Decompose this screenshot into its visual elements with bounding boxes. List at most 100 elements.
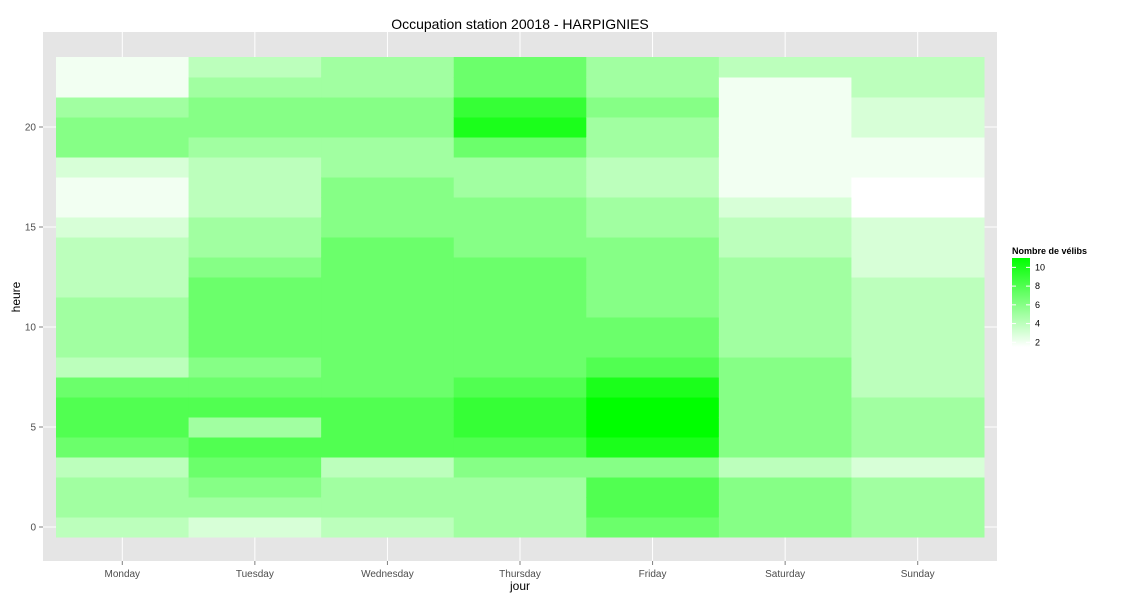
heatmap-tile — [453, 377, 587, 398]
heatmap-tile — [718, 97, 852, 118]
heatmap-tile — [56, 117, 190, 138]
heatmap-tile — [453, 177, 587, 198]
heatmap-tile — [453, 117, 587, 138]
heatmap-tile — [321, 177, 455, 198]
heatmap-tile — [321, 217, 455, 238]
heatmap-tile — [188, 57, 322, 78]
heatmap-tile — [321, 397, 455, 418]
x-tick-label: Saturday — [765, 569, 805, 580]
heatmap-tile — [586, 137, 720, 158]
heatmap-tile — [321, 277, 455, 298]
heatmap-tile — [321, 457, 455, 478]
heatmap-tile — [586, 117, 720, 138]
heatmap-tile — [453, 217, 587, 238]
heatmap-tile — [188, 297, 322, 318]
heatmap-tile — [56, 357, 190, 378]
heatmap-tile — [718, 397, 852, 418]
x-axis-title: jour — [509, 579, 530, 593]
heatmap-tile — [453, 297, 587, 318]
heatmap-tile — [586, 377, 720, 398]
heatmap-tile — [56, 457, 190, 478]
legend-ticks: 2 4 6 8 10 — [1012, 262, 1045, 347]
x-tick-label: Monday — [104, 569, 140, 580]
heatmap-tile — [321, 257, 455, 278]
heatmap-tile — [56, 57, 190, 78]
x-tick-label: Friday — [639, 569, 667, 580]
heatmap-tile — [718, 217, 852, 238]
heatmap-tile — [586, 257, 720, 278]
heatmap-tile — [851, 377, 985, 398]
heatmap-tile — [851, 177, 985, 198]
heatmap-tile — [188, 377, 322, 398]
heatmap-tile — [586, 297, 720, 318]
heatmap-tile — [718, 137, 852, 158]
heatmap-tile — [586, 97, 720, 118]
heatmap-tile — [851, 297, 985, 318]
heatmap-tile — [453, 197, 587, 218]
heatmap-tile — [851, 257, 985, 278]
heatmap-tile — [188, 117, 322, 138]
heatmap-tile — [56, 377, 190, 398]
heatmap-tile — [851, 197, 985, 218]
heatmap-tile — [321, 377, 455, 398]
heatmap-tile — [586, 417, 720, 438]
heatmap-tile — [586, 337, 720, 358]
legend-colorbar — [1012, 258, 1030, 347]
heatmap-tile — [851, 417, 985, 438]
heatmap-tile — [718, 497, 852, 518]
legend-tick-label: 6 — [1035, 300, 1040, 310]
heatmap-tile — [56, 277, 190, 298]
heatmap-tile — [718, 197, 852, 218]
heatmap-tile — [718, 477, 852, 498]
heatmap-tile — [586, 217, 720, 238]
heatmap-tile — [586, 437, 720, 458]
heatmap-tile — [718, 457, 852, 478]
heatmap-tile — [188, 477, 322, 498]
heatmap-tile — [188, 197, 322, 218]
heatmap-tile — [718, 257, 852, 278]
heatmap-tile — [851, 437, 985, 458]
y-axis-title: heure — [9, 281, 23, 312]
heatmap-tile — [851, 497, 985, 518]
heatmap-tile — [453, 97, 587, 118]
heatmap-tile — [453, 277, 587, 298]
heatmap-tile — [56, 417, 190, 438]
heatmap-tile — [56, 517, 190, 538]
y-tick-label: 5 — [30, 423, 36, 434]
legend-tick-label: 4 — [1035, 319, 1040, 329]
heatmap-tile — [321, 337, 455, 358]
heatmap-tile — [718, 357, 852, 378]
heatmap-tile — [188, 497, 322, 518]
legend-tick-label: 2 — [1035, 337, 1040, 347]
heatmap-tile — [188, 277, 322, 298]
heatmap-tile — [718, 277, 852, 298]
heatmap-tile — [56, 237, 190, 258]
heatmap-tile — [586, 57, 720, 78]
heatmap-tile — [321, 497, 455, 518]
heatmap-tile — [586, 277, 720, 298]
heatmap-tile — [188, 517, 322, 538]
heatmap-tile — [56, 257, 190, 278]
heatmap-tile — [188, 237, 322, 258]
x-tick-label: Thursday — [499, 569, 541, 580]
heatmap-tile — [453, 257, 587, 278]
heatmap-tile — [188, 437, 322, 458]
heatmap-tile — [851, 357, 985, 378]
heatmap-tile — [321, 417, 455, 438]
heatmap-tile — [188, 257, 322, 278]
heatmap-tile — [851, 517, 985, 538]
heatmap-tile — [453, 417, 587, 438]
heatmap-tile — [586, 477, 720, 498]
heatmap-tile — [321, 97, 455, 118]
heatmap-tile — [56, 77, 190, 98]
heatmap-tile — [188, 97, 322, 118]
heatmap-tile — [718, 117, 852, 138]
heatmap-tile — [586, 357, 720, 378]
heatmap-tile — [718, 77, 852, 98]
heatmap-tile — [188, 417, 322, 438]
heatmap-tile — [851, 77, 985, 98]
heatmap-tile — [851, 97, 985, 118]
y-tick-label: 20 — [25, 123, 37, 134]
legend-tick-label: 8 — [1035, 281, 1040, 291]
